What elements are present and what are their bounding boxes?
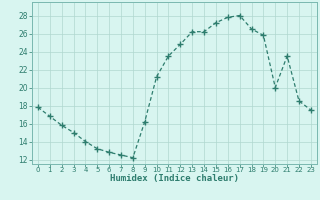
X-axis label: Humidex (Indice chaleur): Humidex (Indice chaleur): [110, 174, 239, 183]
